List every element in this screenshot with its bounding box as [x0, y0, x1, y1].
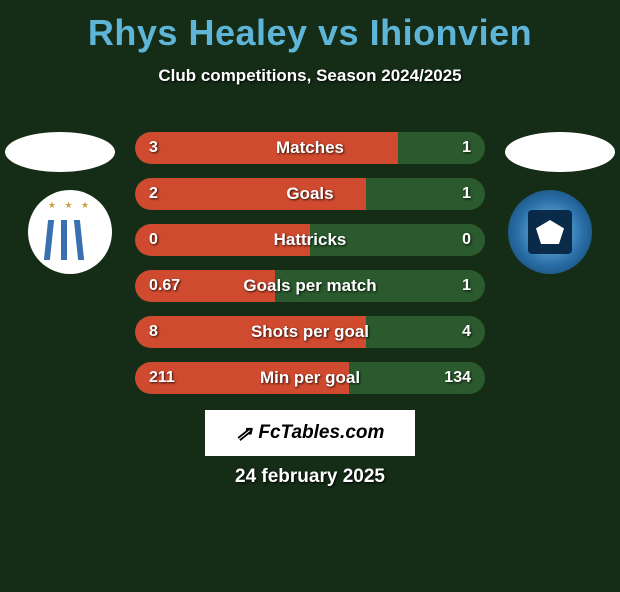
stat-label: Shots per goal [135, 316, 485, 348]
stripe-icon [61, 220, 67, 260]
date-line: 24 february 2025 [0, 466, 620, 488]
subtitle: Club competitions, Season 2024/2025 [0, 66, 620, 86]
player-left-oval [5, 132, 115, 172]
stripe-icon [74, 220, 84, 260]
stat-row: 00Hattricks [135, 224, 485, 256]
stat-row: 84Shots per goal [135, 316, 485, 348]
footer-text: FcTables.com [258, 422, 384, 444]
stat-label: Matches [135, 132, 485, 164]
stat-row: 31Matches [135, 132, 485, 164]
shield-icon [536, 220, 564, 244]
stars-icon: ★ ★ ★ [40, 200, 100, 211]
team-badge-left-inner: ★ ★ ★ [40, 202, 100, 262]
stripe-icon [44, 220, 54, 260]
stat-label: Hattricks [135, 224, 485, 256]
chart-icon: ⇗ [236, 421, 253, 446]
team-badge-right-inner [528, 210, 572, 254]
team-badge-left: ★ ★ ★ [28, 190, 112, 274]
stat-label: Goals [135, 178, 485, 210]
stat-row: 21Goals [135, 178, 485, 210]
stat-label: Min per goal [135, 362, 485, 394]
stat-row: 0.671Goals per match [135, 270, 485, 302]
stat-row: 211134Min per goal [135, 362, 485, 394]
page-title: Rhys Healey vs Ihionvien [0, 12, 620, 54]
footer-badge[interactable]: ⇗ FcTables.com [205, 410, 415, 456]
stat-rows: 31Matches 21Goals 00Hattricks 0.671Goals pe… [135, 132, 485, 408]
stat-label: Goals per match [135, 270, 485, 302]
team-badge-right [508, 190, 592, 274]
player-right-oval [505, 132, 615, 172]
